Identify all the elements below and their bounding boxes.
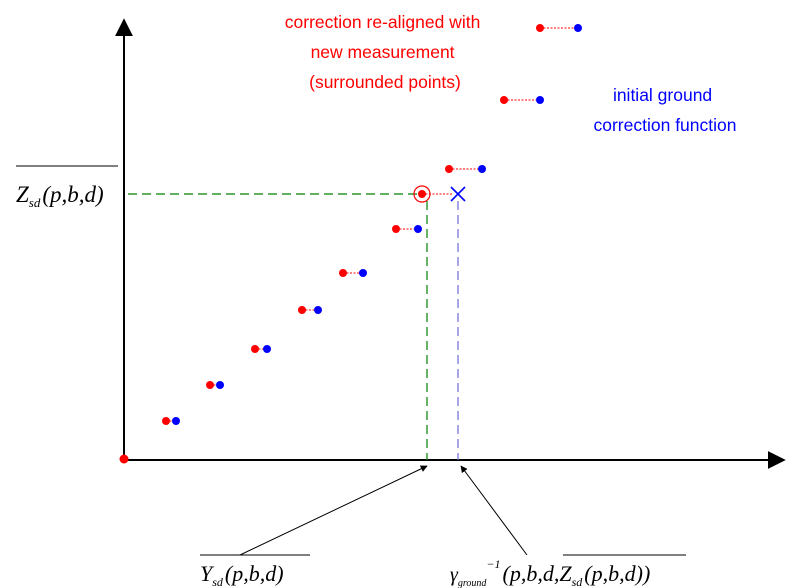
point-pair bbox=[162, 417, 180, 425]
point-pair bbox=[445, 165, 486, 173]
pointer-y-measured bbox=[239, 465, 428, 556]
pointer-inverse bbox=[460, 465, 528, 556]
corrected-point bbox=[162, 417, 170, 425]
measured-corrected-point bbox=[418, 190, 426, 198]
legend-corrected-label: correction re-aligned with new measureme… bbox=[285, 12, 485, 92]
point-pair bbox=[339, 269, 367, 277]
legend-initial-marker bbox=[500, 96, 544, 104]
initial-point bbox=[172, 417, 180, 425]
point-pair bbox=[251, 345, 271, 353]
inverse-function-label: γground−1(p,b,d,Zsd(p,b,d)) bbox=[450, 554, 686, 588]
point-pairs bbox=[162, 165, 486, 425]
corrected-point bbox=[298, 306, 306, 314]
corrected-point bbox=[392, 225, 400, 233]
corrected-point bbox=[251, 345, 259, 353]
initial-point bbox=[414, 225, 422, 233]
initial-point bbox=[263, 345, 271, 353]
y-measured-label: Ysd(p,b,d) bbox=[200, 554, 310, 588]
circled-point-icon bbox=[413, 185, 431, 203]
corrected-point bbox=[339, 269, 347, 277]
initial-point bbox=[359, 269, 367, 277]
measured-point-pair bbox=[413, 185, 466, 203]
point-pair bbox=[206, 381, 224, 389]
svg-text:Ysd(p,b,d): Ysd(p,b,d) bbox=[200, 561, 284, 588]
cross-icon bbox=[450, 186, 466, 202]
point-pair bbox=[298, 306, 322, 314]
initial-point bbox=[216, 381, 224, 389]
z-value-label: Zsd(p,b,d) bbox=[16, 165, 118, 210]
corrected-point bbox=[206, 381, 214, 389]
legend-initial-label: initial ground correction function bbox=[594, 85, 737, 135]
legend-corrected-marker bbox=[536, 24, 582, 32]
initial-point bbox=[314, 306, 322, 314]
svg-text:γground−1(p,b,d,Zsd(p,b,d)): γground−1(p,b,d,Zsd(p,b,d)) bbox=[450, 557, 650, 588]
initial-point bbox=[478, 165, 486, 173]
origin-point bbox=[119, 454, 129, 464]
point-pair bbox=[392, 225, 422, 233]
svg-text:Zsd(p,b,d): Zsd(p,b,d) bbox=[16, 182, 104, 210]
corrected-point bbox=[445, 165, 453, 173]
